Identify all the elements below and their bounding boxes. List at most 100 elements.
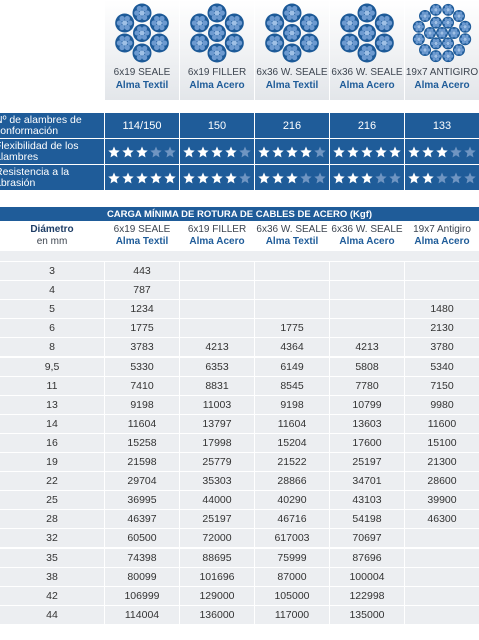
wire <box>443 41 447 46</box>
load-cell: 11604 <box>255 414 329 433</box>
load-value: 1775 <box>130 322 154 335</box>
wire <box>202 40 208 46</box>
load-value: 35303 <box>202 475 232 488</box>
load-cell: 13797 <box>180 414 254 433</box>
wire <box>124 35 130 42</box>
wire <box>291 54 298 61</box>
wire <box>420 25 424 29</box>
wire <box>212 34 218 40</box>
load-value: 11604 <box>127 417 157 430</box>
star <box>314 172 326 183</box>
diameter: 28 <box>46 513 58 526</box>
load-value: 8545 <box>280 379 304 392</box>
star <box>464 172 476 183</box>
wire <box>449 8 454 12</box>
wire <box>458 45 463 49</box>
wire <box>219 50 225 56</box>
wire <box>141 5 148 12</box>
wire <box>214 10 220 16</box>
diameter-cell: 42 <box>0 586 104 605</box>
star <box>300 172 312 183</box>
wire <box>209 50 215 56</box>
wire <box>277 20 283 26</box>
diameter: 3 <box>49 265 55 277</box>
wire <box>287 34 293 40</box>
load-cell <box>405 262 479 280</box>
wire <box>431 41 435 46</box>
wire <box>447 44 452 48</box>
wire <box>119 24 125 31</box>
load-cell: 443 <box>105 262 179 280</box>
star <box>225 172 237 183</box>
wire <box>447 23 452 28</box>
wire <box>359 50 365 56</box>
wire <box>361 45 368 52</box>
load-value: 117000 <box>274 608 310 621</box>
wire <box>219 30 225 36</box>
wire <box>194 44 200 51</box>
wire <box>211 14 218 21</box>
load-value: 54198 <box>352 513 382 526</box>
load-cell: 25197 <box>180 510 254 529</box>
load-value: 40290 <box>277 494 307 507</box>
load-cell: 136000 <box>180 605 254 624</box>
load-cell: 17600 <box>330 433 404 452</box>
diameter-cell: 5 <box>0 300 104 319</box>
star <box>136 146 148 157</box>
star <box>422 172 434 183</box>
wire <box>291 45 298 52</box>
wire <box>134 30 140 36</box>
wire <box>274 24 280 31</box>
wire <box>432 18 437 22</box>
column-core: Alma Textil <box>115 236 169 247</box>
load-value: 136000 <box>199 608 235 621</box>
wire <box>366 5 373 12</box>
star-rating <box>183 146 251 157</box>
wire <box>465 34 469 39</box>
wire <box>466 25 471 29</box>
wire <box>199 15 205 22</box>
star <box>183 172 195 183</box>
load-value: 39900 <box>427 494 457 507</box>
spec-cell <box>405 139 479 164</box>
load-cell: 46397 <box>105 510 179 529</box>
load-value: 5340 <box>430 360 454 373</box>
column-name: 6x36 W. SEALE <box>256 224 328 235</box>
load-cell: 40290 <box>255 491 329 510</box>
cable-name: 6x19 SEALE <box>113 67 171 78</box>
wire <box>311 20 318 26</box>
wire <box>341 40 348 46</box>
wire <box>463 25 467 29</box>
wire <box>434 8 438 12</box>
load-value: 3780 <box>430 341 454 354</box>
wire <box>291 34 297 40</box>
wire <box>424 51 429 55</box>
diameter: 44 <box>46 608 58 621</box>
load-value: 6353 <box>205 360 229 373</box>
spec-cell: 216 <box>255 113 329 138</box>
wire <box>364 10 370 16</box>
wire <box>349 44 355 51</box>
diameter-cell: 35 <box>0 548 104 567</box>
wire <box>421 17 426 21</box>
diameter-cell: 6 <box>0 319 104 338</box>
wire <box>437 41 441 46</box>
load-value: 6149 <box>280 360 304 373</box>
load-value: 1480 <box>430 303 454 316</box>
wire <box>151 40 157 46</box>
wire <box>212 26 218 32</box>
wire <box>465 40 469 44</box>
star <box>272 172 284 183</box>
load-cell: 9198 <box>105 395 179 414</box>
load-cell: 28866 <box>255 472 329 491</box>
wire <box>437 20 441 25</box>
wire <box>440 31 444 35</box>
load-value: 8831 <box>205 379 229 392</box>
wire <box>286 45 293 52</box>
wire <box>199 44 205 51</box>
wire <box>209 10 215 16</box>
load-value: 7150 <box>430 379 454 392</box>
wire <box>154 44 160 51</box>
load-cell: 11604 <box>105 414 179 433</box>
wire <box>136 14 143 21</box>
